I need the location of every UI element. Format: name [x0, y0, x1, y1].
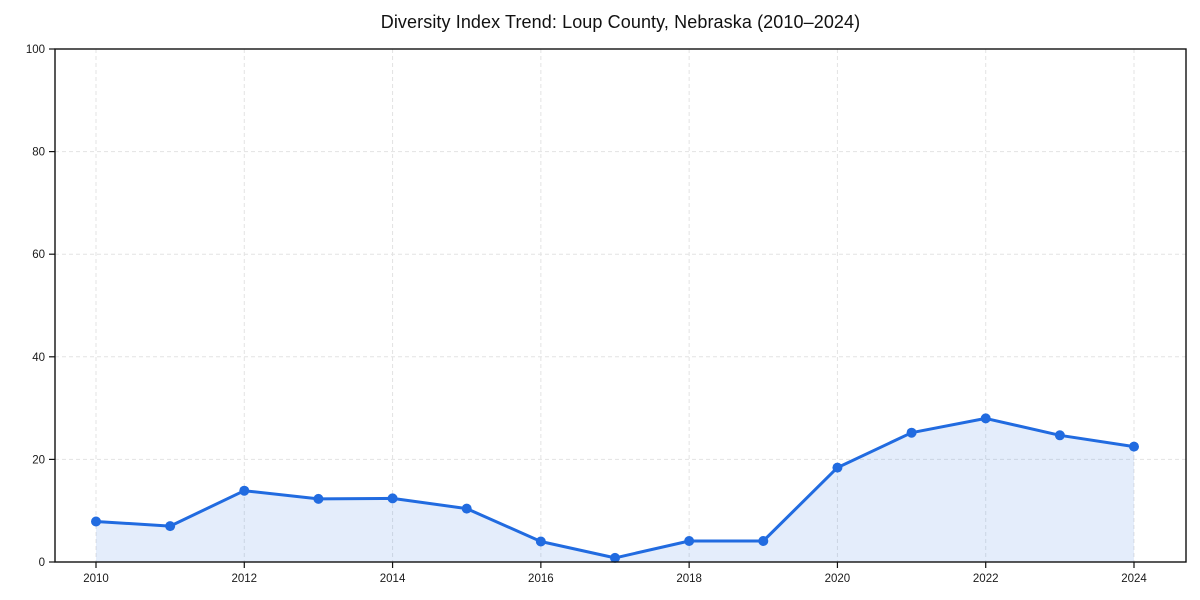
x-tick-label-2020: 2020	[825, 573, 851, 585]
plot-border	[54, 48, 1187, 563]
x-tick-label-2024: 2024	[1121, 573, 1147, 585]
x-tick-label-2018: 2018	[676, 573, 702, 585]
data-point-2021	[906, 427, 917, 438]
series-area-fill	[96, 418, 1134, 562]
x-tick-label-2012: 2012	[231, 573, 257, 585]
data-point-2018	[684, 536, 695, 546]
data-point-2014	[387, 493, 398, 504]
y-tick-label-100: 100	[26, 44, 45, 56]
y-tick-label-0: 0	[39, 557, 45, 569]
x-tick-label-2016: 2016	[528, 573, 554, 585]
y-tick-label-80: 80	[32, 147, 45, 159]
data-point-2011	[165, 521, 176, 532]
data-point-2015	[461, 503, 472, 514]
y-tick-label-40: 40	[32, 352, 45, 364]
data-point-2016	[535, 536, 546, 547]
data-point-2020	[832, 462, 843, 473]
data-point-2012	[239, 485, 250, 496]
data-point-2023	[1054, 430, 1065, 441]
y-tick-label-60: 60	[32, 249, 45, 261]
data-point-2022	[980, 413, 991, 424]
x-tick-label-2010: 2010	[83, 573, 109, 585]
data-point-2017	[610, 552, 620, 563]
data-point-2010	[91, 516, 101, 527]
data-point-2013	[313, 493, 324, 504]
data-point-2024	[1129, 441, 1139, 452]
data-point-2019	[758, 536, 769, 546]
y-tick-label-20: 20	[32, 454, 45, 466]
x-tick-label-2022: 2022	[973, 573, 999, 585]
chart-title: Diversity Index Trend: Loup County, Nebr…	[380, 12, 861, 32]
x-tick-label-2014: 2014	[380, 573, 406, 585]
